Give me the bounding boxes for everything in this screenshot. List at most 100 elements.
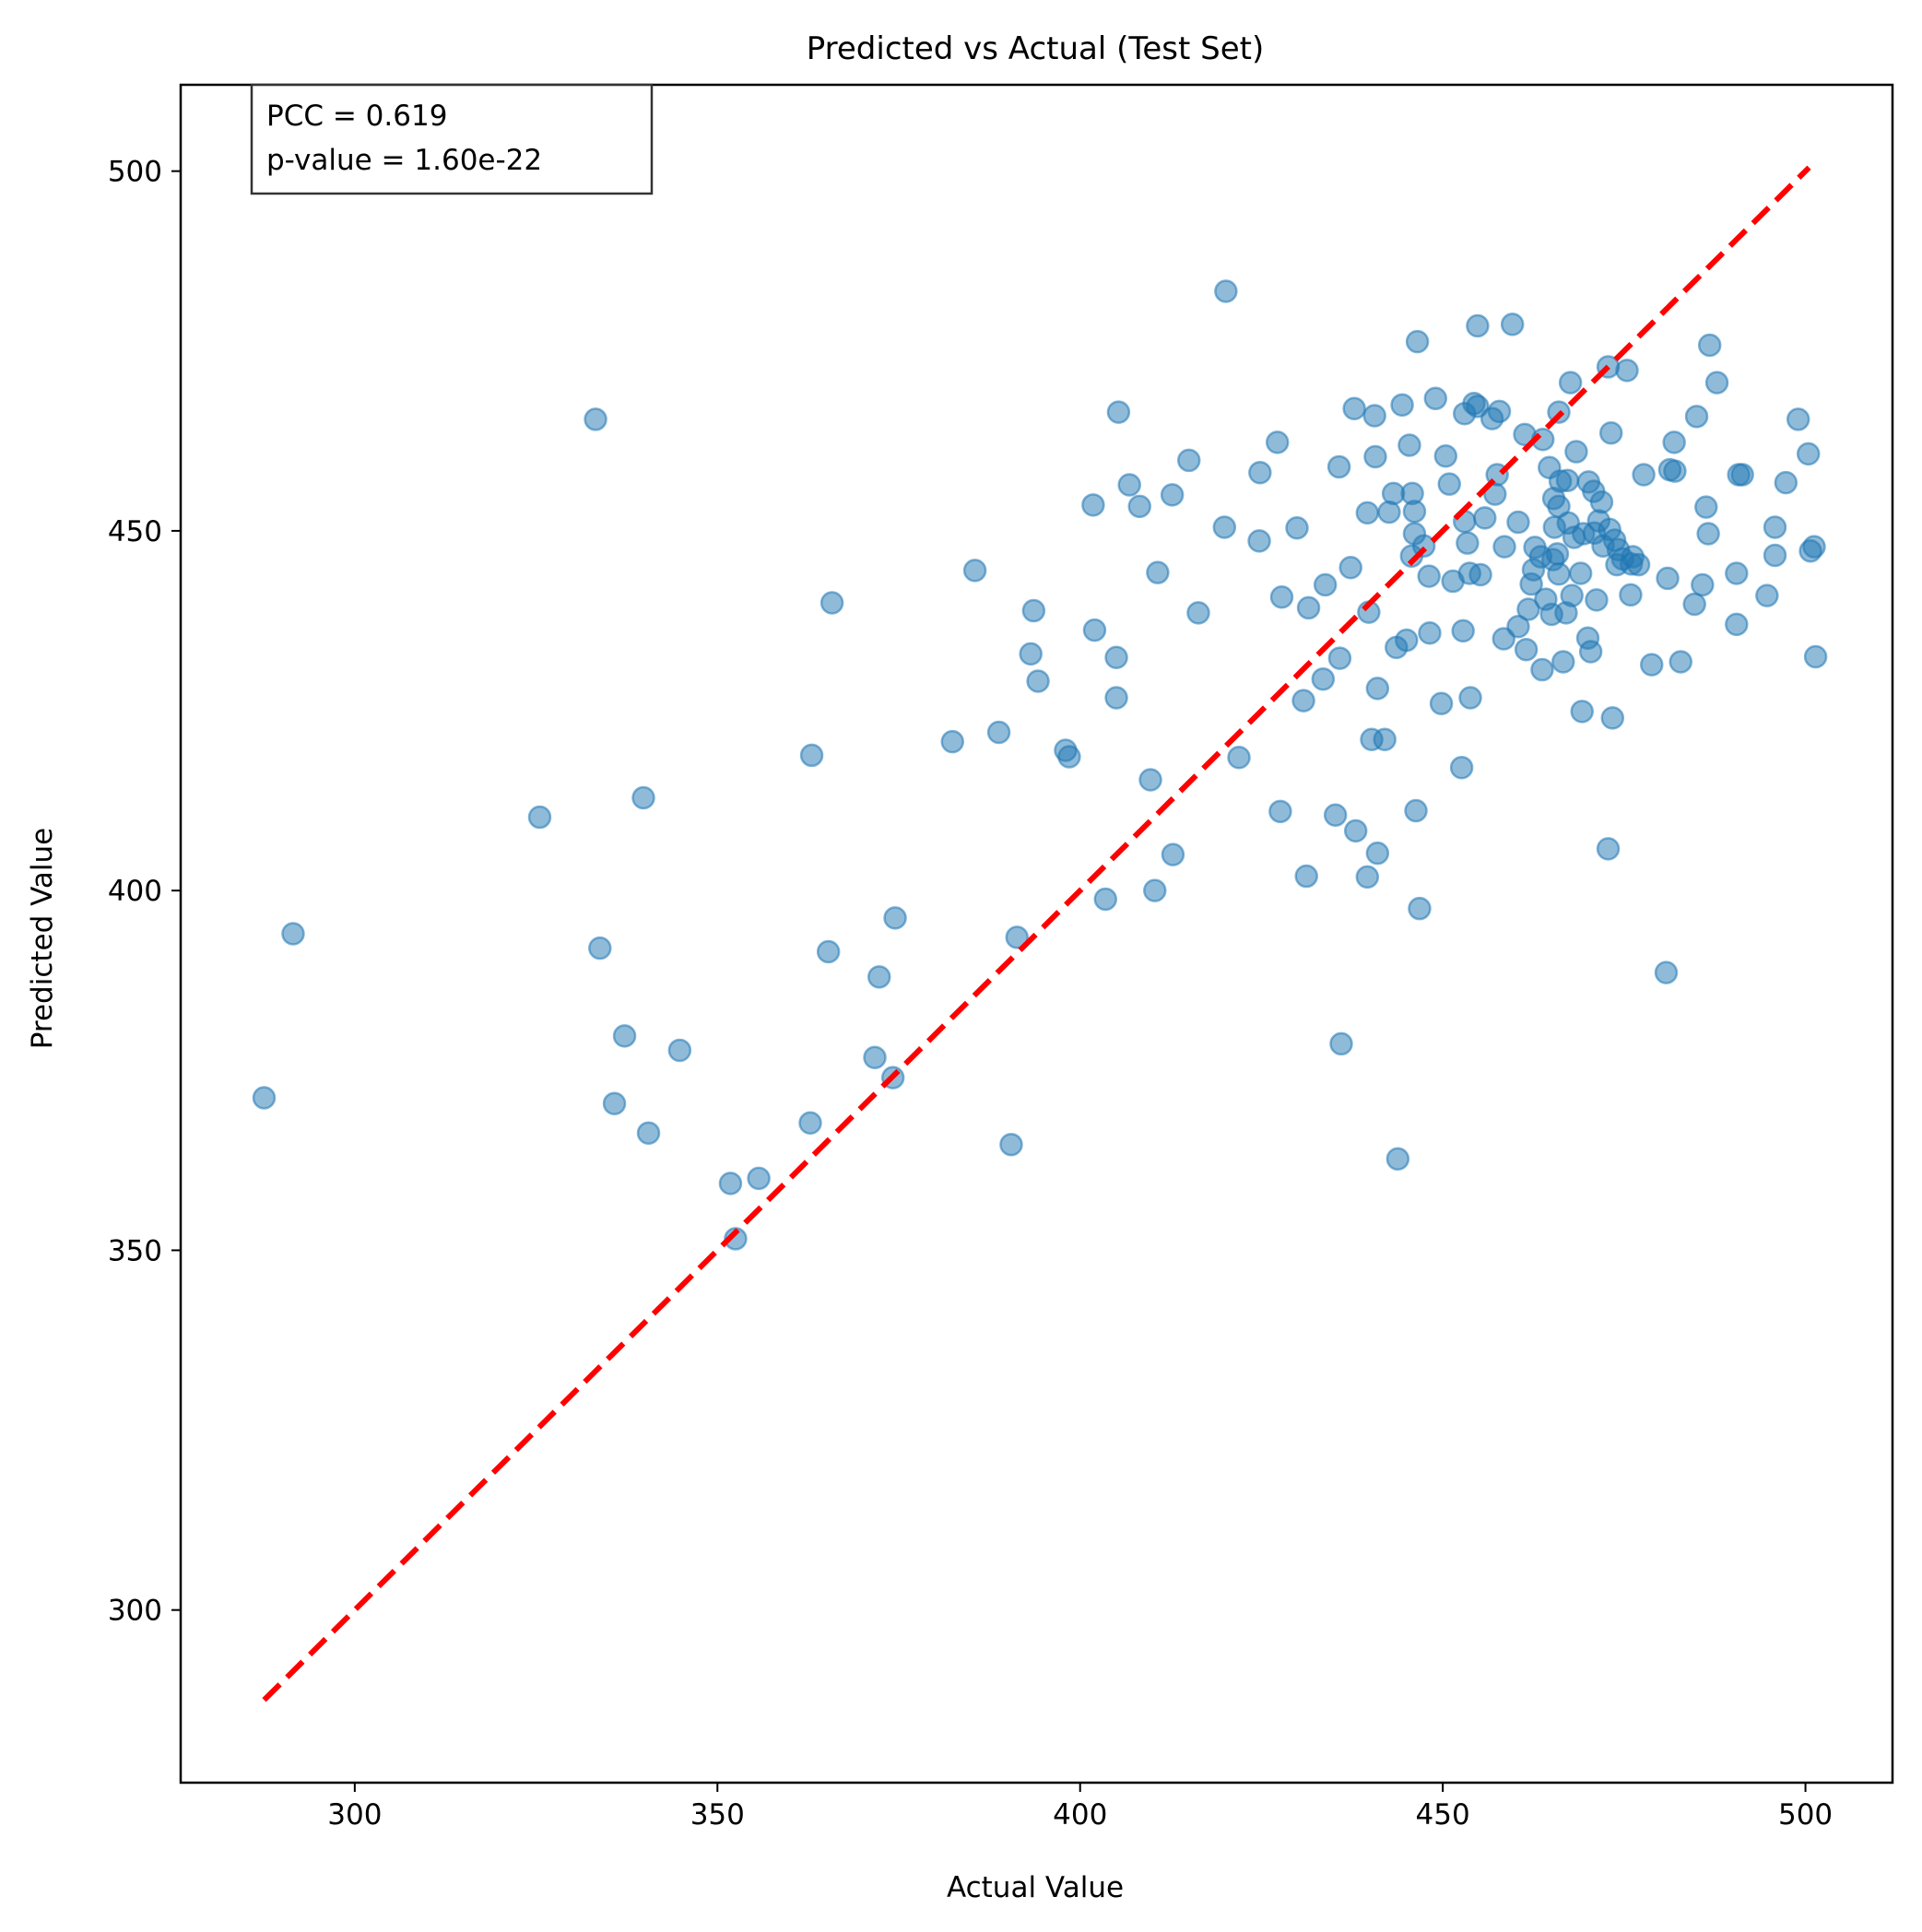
- data-point: [1725, 561, 1749, 585]
- data-point: [1338, 555, 1362, 580]
- data-point: [1468, 562, 1492, 587]
- data-point: [1568, 561, 1593, 585]
- p-value-text: p-value = 1.60e-22: [266, 144, 542, 177]
- data-point: [1327, 646, 1352, 670]
- data-point: [1530, 657, 1554, 682]
- data-point: [1763, 515, 1787, 539]
- data-point: [1691, 572, 1715, 597]
- data-point: [1313, 572, 1338, 597]
- data-point: [1514, 637, 1539, 662]
- data-point: [1662, 430, 1686, 454]
- data-point: [1268, 799, 1292, 824]
- data-point: [602, 1091, 627, 1115]
- data-point: [718, 1172, 743, 1196]
- data-point: [1654, 960, 1679, 984]
- data-point: [1458, 686, 1482, 710]
- data-point: [1632, 463, 1656, 487]
- data-point: [863, 1045, 887, 1069]
- data-point: [1404, 798, 1428, 823]
- data-point: [1615, 359, 1639, 383]
- data-point: [1021, 598, 1046, 623]
- y-axis-label: Predicted Value: [26, 828, 59, 1050]
- data-point: [1763, 543, 1787, 568]
- data-point: [962, 559, 987, 583]
- data-point: [986, 720, 1011, 745]
- data-point: [1570, 700, 1594, 724]
- x-tick-label: 350: [690, 1798, 745, 1832]
- data-point: [252, 1086, 277, 1110]
- axis-ticks: 300 350 400 450 500 300 350 400 450 500: [108, 156, 1833, 1832]
- data-point: [527, 805, 552, 830]
- data-point: [1598, 421, 1623, 445]
- chart-title: Predicted vs Actual (Test Set): [807, 30, 1265, 67]
- data-point: [1093, 887, 1118, 912]
- data-point: [1640, 653, 1664, 677]
- data-point: [1161, 842, 1185, 866]
- data-point: [999, 1132, 1023, 1157]
- data-point: [1558, 371, 1583, 395]
- data-point: [1564, 440, 1588, 464]
- data-point: [1506, 614, 1530, 639]
- data-point: [1417, 564, 1441, 588]
- data-point: [1433, 443, 1458, 468]
- data-point: [1500, 312, 1525, 336]
- data-point: [1323, 803, 1348, 827]
- data-point: [1019, 642, 1043, 666]
- data-point: [747, 1166, 771, 1191]
- data-point: [1696, 522, 1720, 546]
- data-point: [1365, 841, 1390, 866]
- data-point: [1026, 669, 1050, 693]
- data-point: [1429, 691, 1454, 715]
- data-point: [1214, 279, 1238, 303]
- data-point: [883, 906, 907, 930]
- pcc-text: PCC = 0.619: [266, 100, 447, 133]
- data-point: [1390, 393, 1414, 418]
- data-point: [1397, 433, 1421, 457]
- data-point: [1311, 666, 1336, 691]
- data-point: [1694, 495, 1718, 519]
- stats-annotation: PCC = 0.619 p-value = 1.60e-22: [250, 83, 654, 195]
- data-point: [1663, 459, 1687, 483]
- data-point: [867, 965, 891, 989]
- data-point: [1585, 588, 1609, 612]
- x-tick-label: 400: [1053, 1798, 1107, 1832]
- data-point: [1176, 448, 1201, 473]
- data-point: [1418, 620, 1442, 645]
- stats-annotation-box: [250, 83, 654, 195]
- data-point: [1697, 333, 1722, 358]
- data-point: [1363, 444, 1387, 469]
- data-point: [584, 407, 607, 431]
- data-point: [1408, 896, 1432, 921]
- data-point: [1005, 925, 1030, 949]
- data-point: [1423, 386, 1448, 411]
- data-point: [1578, 640, 1603, 664]
- data-point: [1802, 535, 1826, 559]
- data-point: [1668, 650, 1692, 674]
- data-point: [1516, 597, 1540, 621]
- data-point: [1104, 686, 1128, 710]
- data-point: [1327, 454, 1351, 479]
- data-point: [1329, 1031, 1353, 1056]
- data-point: [1355, 865, 1380, 889]
- data-point: [1405, 329, 1430, 354]
- data-point: [1437, 472, 1461, 496]
- data-point: [1343, 819, 1368, 843]
- data-point: [1786, 407, 1810, 431]
- data-point: [1395, 628, 1419, 653]
- data-point: [1057, 745, 1081, 769]
- data-point: [1227, 746, 1251, 770]
- data-point: [1560, 583, 1584, 607]
- data-point: [1451, 618, 1475, 643]
- data-point: [1684, 405, 1709, 429]
- data-point: [1449, 755, 1474, 780]
- data-point: [1600, 706, 1625, 730]
- data-point: [1373, 727, 1397, 752]
- data-point: [724, 1227, 748, 1251]
- data-point: [1160, 483, 1185, 507]
- data-point: [1682, 592, 1706, 617]
- data-point: [1619, 583, 1643, 607]
- data-point: [1247, 529, 1271, 553]
- data-point: [1146, 560, 1170, 584]
- data-point: [1725, 612, 1749, 637]
